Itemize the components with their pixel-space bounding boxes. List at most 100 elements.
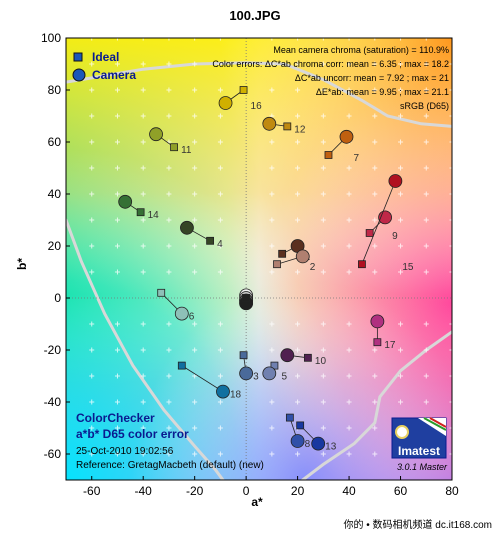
grid-cross xyxy=(372,217,378,223)
stat-chroma-corr: Color errors: ΔC*ab chroma corr: mean = … xyxy=(212,59,449,69)
grid-cross xyxy=(89,451,95,457)
grid-cross xyxy=(140,399,146,405)
grid-cross xyxy=(295,217,301,223)
patch-2-ideal-marker xyxy=(273,260,281,269)
patch-17-label: 17 xyxy=(384,340,396,351)
grid-cross xyxy=(320,347,326,353)
patch-10-camera-marker xyxy=(280,348,295,363)
grid-cross xyxy=(114,269,120,275)
grid-cross xyxy=(114,139,120,145)
grid-cross xyxy=(423,191,429,197)
grid-cross xyxy=(295,269,301,275)
grid-cross xyxy=(140,347,146,353)
x-tick-label: 40 xyxy=(342,484,356,498)
grid-cross xyxy=(449,217,452,223)
grid-cross xyxy=(140,243,146,249)
grid-cross xyxy=(166,113,172,119)
grid-cross xyxy=(320,321,326,327)
patch-18-ideal-marker xyxy=(177,361,186,370)
gamut-boundary-2 xyxy=(66,218,225,480)
grid-cross xyxy=(295,347,301,353)
grid-cross xyxy=(166,87,172,93)
grid-cross xyxy=(114,373,120,379)
grid-cross xyxy=(166,321,172,327)
grid-cross xyxy=(449,269,452,275)
grid-cross xyxy=(192,165,198,171)
patch-4-label: 4 xyxy=(217,239,223,250)
grid-cross xyxy=(398,399,404,405)
grid-cross xyxy=(89,113,95,119)
grid-cross xyxy=(320,38,326,41)
grid-cross xyxy=(140,451,146,457)
grid-cross xyxy=(346,38,352,41)
imatest-version: 3.0.1 Master xyxy=(397,462,448,472)
grid-cross xyxy=(192,87,198,93)
grid-cross xyxy=(140,165,146,171)
grid-cross xyxy=(217,165,223,171)
grid-cross xyxy=(320,61,326,67)
stat-uncorr: ΔC*ab uncorr: mean = 7.92 ; max = 21 xyxy=(295,73,449,83)
grid-cross xyxy=(398,217,404,223)
grid-cross xyxy=(398,139,404,145)
patch-7-label: 7 xyxy=(353,153,359,164)
legend-ideal-marker xyxy=(73,52,83,62)
patch-9-ideal-marker xyxy=(365,229,374,237)
grid-cross xyxy=(269,425,275,431)
patch-14-label: 14 xyxy=(148,210,160,221)
grid-cross xyxy=(372,373,378,379)
grid-cross xyxy=(217,243,223,249)
grid-cross xyxy=(423,347,429,353)
grid-cross xyxy=(269,191,275,197)
plot-background xyxy=(66,38,452,480)
grid-cross xyxy=(166,191,172,197)
grid-cross xyxy=(295,38,301,41)
grid-cross xyxy=(217,217,223,223)
grid-cross xyxy=(89,217,95,223)
grid-cross xyxy=(372,425,378,431)
patch-4-camera-marker xyxy=(180,220,194,235)
legend: Ideal Camera xyxy=(72,50,136,82)
grid-cross xyxy=(449,373,452,379)
patch-8-ideal-marker xyxy=(285,413,294,422)
grid-cross xyxy=(192,38,198,41)
grid-cross xyxy=(372,191,378,197)
imatest-logo: Imatest xyxy=(391,417,447,459)
x-tick-label: 80 xyxy=(445,484,459,498)
grid-cross xyxy=(372,165,378,171)
grid-cross xyxy=(398,373,404,379)
grid-cross xyxy=(398,87,404,93)
patch-7-ideal-marker xyxy=(324,151,333,159)
grid-cross xyxy=(114,399,120,405)
grid-cross xyxy=(346,243,352,249)
grid-cross xyxy=(398,321,404,327)
grid-cross xyxy=(114,165,120,171)
stat-mean-chroma: Mean camera chroma (saturation) = 110.9% xyxy=(273,45,449,55)
grid-cross xyxy=(114,87,120,93)
grid-cross xyxy=(423,61,429,67)
grid-cross xyxy=(346,451,352,457)
grid-cross xyxy=(320,399,326,405)
gamut-boundary-1 xyxy=(66,61,452,128)
grid-cross xyxy=(192,347,198,353)
grid-cross xyxy=(372,61,378,67)
patch-8-label: 8 xyxy=(305,439,311,450)
grid-cross xyxy=(114,425,120,431)
grid-cross xyxy=(295,451,301,457)
stat-delta-e: ΔE*ab: mean = 9.95 ; max = 21.1 xyxy=(316,87,449,97)
grid-cross xyxy=(346,269,352,275)
grid-cross xyxy=(423,87,429,93)
grid-cross xyxy=(346,347,352,353)
grid-cross xyxy=(114,451,120,457)
patch-9-label: 9 xyxy=(392,231,398,242)
patch-15-label: 15 xyxy=(402,262,414,273)
patch-4-ideal-marker xyxy=(206,236,215,245)
patch-6-label: 6 xyxy=(189,312,195,323)
grid-cross xyxy=(192,113,198,119)
grid-cross xyxy=(89,399,95,405)
grid-cross xyxy=(398,113,404,119)
grid-cross xyxy=(295,139,301,145)
y-tick-label: 20 xyxy=(48,239,62,253)
grid-cross xyxy=(320,243,326,249)
grid-cross xyxy=(217,61,223,67)
grid-cross xyxy=(423,113,429,119)
